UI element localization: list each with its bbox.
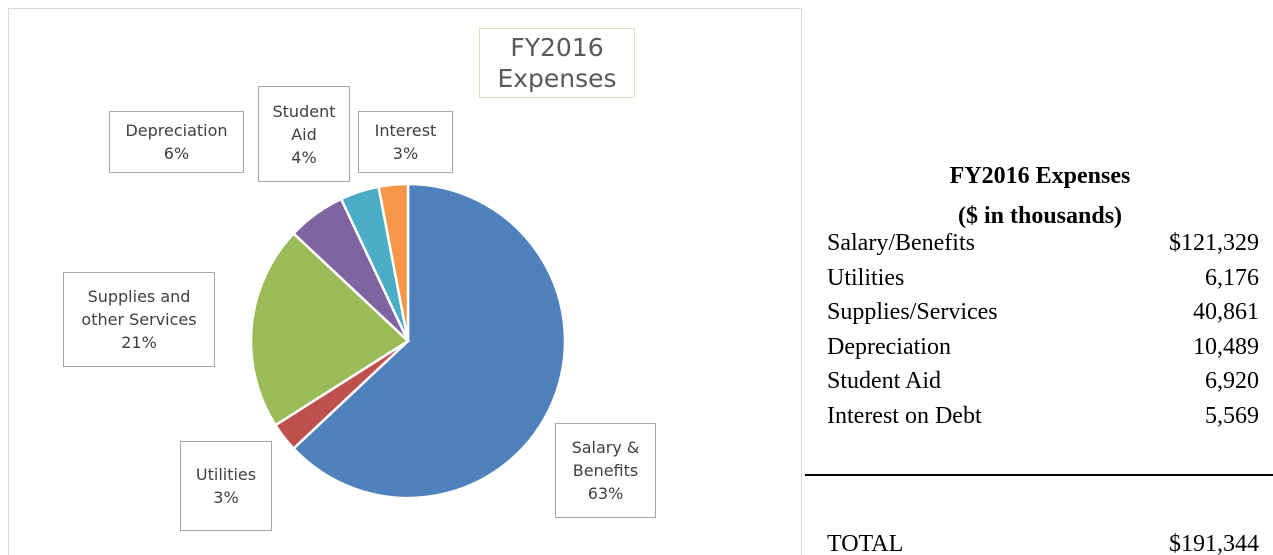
- label-category: Salary & Benefits: [571, 438, 640, 480]
- pie-slice: [291, 182, 567, 500]
- row-label: Interest on Debt: [827, 402, 982, 429]
- table-title: FY2016 Expenses: [949, 163, 1131, 189]
- row-label: Student Aid: [827, 368, 942, 394]
- table-row: Utilities 6,176: [827, 265, 1259, 299]
- label-value: 4%: [291, 147, 317, 167]
- table-row: Salary/Benefits $121,329: [827, 230, 1259, 264]
- data-label: Interest 3%: [358, 111, 453, 173]
- label-value: 21%: [121, 333, 157, 352]
- table-row: Supplies/Services 40,861: [827, 299, 1259, 333]
- label-value: 63%: [587, 484, 624, 503]
- label-category: Supplies and other Services: [81, 287, 197, 329]
- row-label: Depreciation: [827, 333, 951, 360]
- row-label: Salary/Benefits: [827, 230, 975, 256]
- row-amount: $121,329: [1169, 230, 1259, 256]
- table-subtitle: ($ in thousands): [957, 203, 1123, 229]
- row-amount: 10,489: [1193, 333, 1259, 360]
- data-label: Salary & Benefits 63%: [555, 423, 656, 518]
- total-row: TOTAL $191,344: [827, 531, 1259, 555]
- label-category: Depreciation: [125, 121, 228, 140]
- label-category: Utilities: [195, 465, 257, 484]
- label-value: 6%: [163, 144, 190, 163]
- total-rule: [805, 474, 1273, 476]
- row-amount: 6,920: [1205, 368, 1259, 394]
- pie-slice: [377, 182, 410, 342]
- data-label: Depreciation 6%: [109, 111, 244, 173]
- pie-chart: [249, 182, 567, 500]
- chart-title: FY2016 Expenses: [479, 28, 635, 98]
- label-value: 3%: [392, 144, 419, 163]
- row-amount: 6,176: [1205, 264, 1259, 291]
- data-label: Utilities 3%: [180, 441, 272, 531]
- row-amount: 40,861: [1193, 299, 1259, 325]
- label-value: 3%: [213, 488, 239, 507]
- pie-slice: [249, 231, 411, 427]
- table-row: Interest on Debt 5,569: [827, 403, 1259, 437]
- row-amount: 5,569: [1205, 402, 1259, 429]
- label-category: Student Aid: [272, 101, 336, 144]
- total-label: TOTAL: [827, 531, 904, 555]
- total-amount: $191,344: [1169, 531, 1259, 555]
- label-category: Interest: [374, 121, 437, 140]
- row-label: Supplies/Services: [827, 299, 998, 325]
- table-row: Depreciation 10,489: [827, 334, 1259, 368]
- chart-frame: [8, 8, 802, 555]
- data-label: Student Aid 4%: [258, 86, 350, 182]
- row-label: Utilities: [827, 264, 905, 291]
- table-row: Student Aid 6,920: [827, 368, 1259, 402]
- data-label: Supplies and other Services 21%: [63, 272, 215, 367]
